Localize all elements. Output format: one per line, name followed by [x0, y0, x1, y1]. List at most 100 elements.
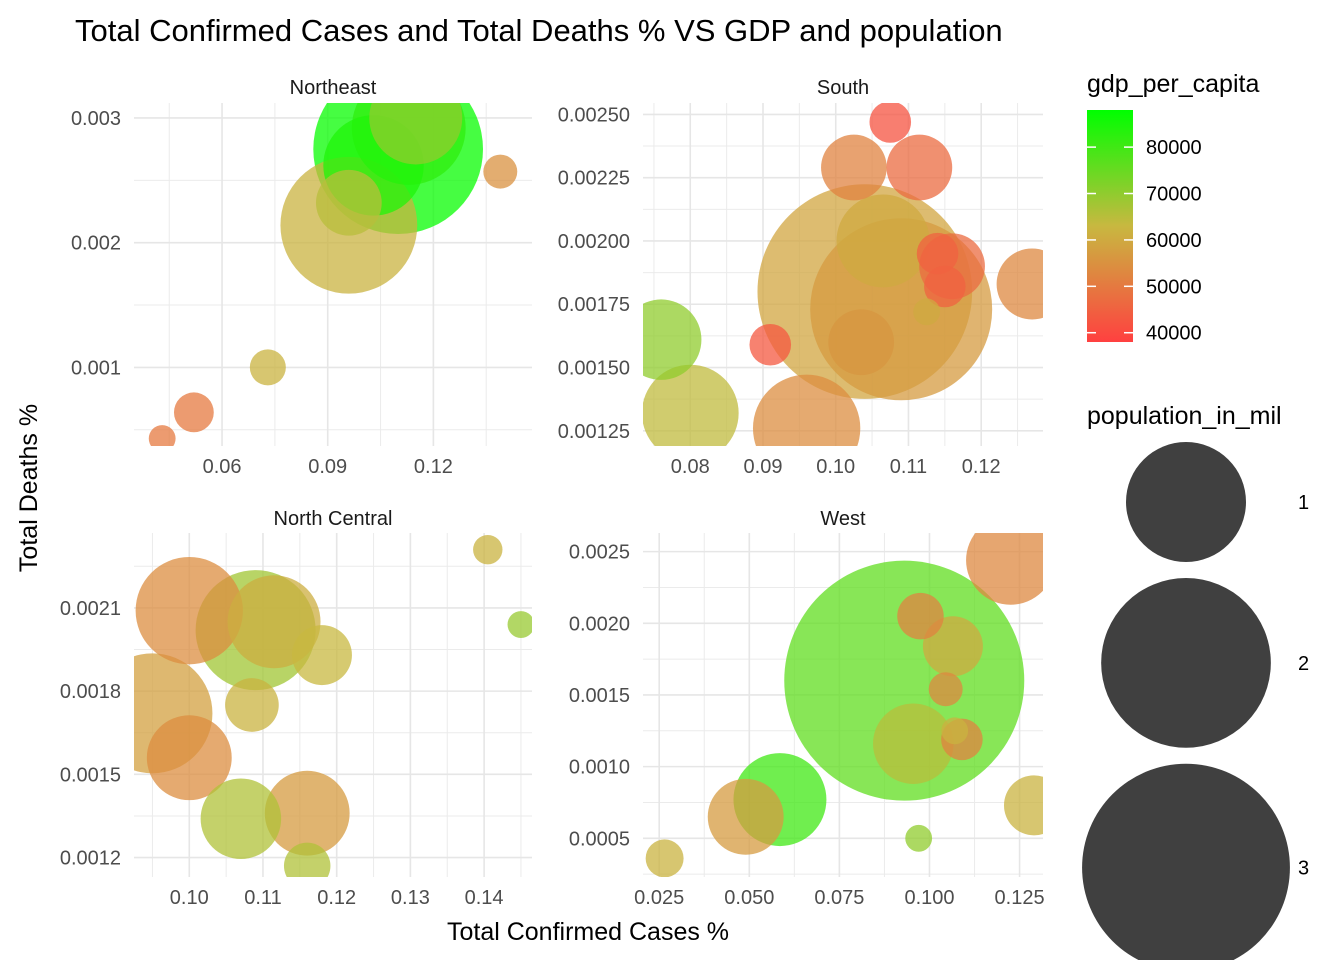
facet-strip-label: West	[820, 508, 866, 530]
y-tick-label: 0.0018	[60, 681, 121, 703]
y-axis-title: Total Deaths %	[15, 404, 43, 572]
color-legend-label: 70000	[1146, 184, 1202, 206]
size-legend: population_in_mil 1 2 3	[1082, 402, 1309, 965]
y-tick-label: 0.003	[71, 108, 121, 130]
y-tick-label: 0.0021	[60, 598, 121, 620]
bubble	[707, 778, 784, 855]
bubble	[966, 533, 1043, 605]
y-tick-label: 0.0025	[569, 542, 630, 564]
x-tick-label: 0.100	[904, 887, 954, 909]
y-tick-label: 0.00175	[558, 294, 630, 316]
size-legend-title: population_in_mil	[1087, 402, 1282, 430]
bubble	[869, 103, 912, 143]
bubble	[249, 349, 286, 386]
x-tick-label: 0.08	[671, 456, 710, 478]
bubble	[886, 134, 953, 201]
x-tick-label: 0.125	[995, 887, 1045, 909]
bubble	[836, 194, 930, 288]
y-tick-label: 0.0015	[60, 764, 121, 786]
bubble	[291, 625, 352, 686]
y-tick-label: 0.0012	[60, 848, 121, 870]
bubble	[941, 717, 969, 745]
y-tick-label: 0.00225	[558, 168, 630, 190]
x-tick-label: 0.10	[170, 887, 209, 909]
bubble	[749, 323, 792, 366]
facet-panel: 0.025 0.050 0.075 0.100 0.125 0.0005 0.0010 0.0…	[569, 508, 1045, 909]
bubble	[905, 824, 933, 852]
x-tick-label: 0.14	[465, 887, 504, 909]
x-tick-label: 0.09	[744, 456, 783, 478]
y-tick-label: 0.00250	[558, 104, 630, 126]
x-tick-label: 0.12	[317, 887, 356, 909]
bubble	[507, 611, 532, 638]
bubble	[369, 103, 463, 165]
bubble	[315, 169, 382, 236]
facet-panel: 0.10 0.11 0.12 0.13 0.14 0.0012 0.0015 0.0018 0.…	[60, 508, 532, 909]
bubble	[924, 265, 966, 308]
bubble	[173, 392, 214, 433]
bubble	[283, 842, 331, 877]
y-tick-label: 0.0005	[569, 828, 630, 850]
bubble	[897, 592, 944, 640]
bubble	[821, 134, 887, 201]
bubble	[928, 672, 963, 707]
size-legend-circle	[1126, 442, 1246, 562]
color-legend: gdp_per_capita 80000 70000 60000 50000 40000	[1087, 70, 1259, 345]
bubble	[873, 703, 954, 784]
bubble	[643, 364, 739, 446]
facet-panel: 0.06 0.09 0.12 0.001 0.002 0.003 Northeast	[71, 77, 532, 478]
bubble	[645, 839, 684, 877]
y-tick-label: 0.001	[71, 357, 121, 379]
y-tick-label: 0.002	[71, 233, 121, 255]
size-legend-label: 3	[1298, 858, 1309, 880]
x-tick-label: 0.11	[244, 887, 281, 909]
x-tick-label: 0.050	[724, 887, 774, 909]
color-bar	[1087, 110, 1133, 342]
x-tick-label: 0.10	[816, 456, 855, 478]
bubble	[643, 299, 702, 380]
x-tick-label: 0.025	[634, 887, 684, 909]
size-legend-label: 1	[1298, 492, 1309, 514]
y-tick-label: 0.00150	[558, 358, 630, 380]
bubble	[828, 309, 895, 376]
x-tick-label: 0.12	[414, 456, 453, 478]
y-tick-label: 0.0020	[569, 613, 630, 635]
facet-strip-label: Northeast	[290, 77, 377, 99]
color-legend-label: 60000	[1146, 230, 1202, 252]
bubble	[473, 534, 503, 565]
y-tick-label: 0.0015	[569, 685, 630, 707]
x-axis-title: Total Confirmed Cases %	[447, 918, 729, 946]
size-legend-circle	[1082, 763, 1290, 965]
color-legend-label: 40000	[1146, 323, 1202, 345]
x-tick-label: 0.12	[962, 456, 1001, 478]
x-tick-label: 0.06	[203, 456, 242, 478]
chart-title: Total Confirmed Cases and Total Deaths %…	[75, 13, 1003, 48]
bubble	[135, 557, 243, 665]
bubble	[200, 778, 282, 859]
x-tick-label: 0.11	[890, 456, 927, 478]
facet-panels: 0.06 0.09 0.12 0.001 0.002 0.003 Northeast 0.08…	[60, 77, 1045, 909]
facet-strip-label: South	[817, 77, 869, 99]
bubble	[752, 374, 861, 446]
bubble	[996, 248, 1043, 320]
bubble	[1004, 775, 1043, 836]
bubble	[264, 770, 350, 856]
x-tick-label: 0.075	[814, 887, 864, 909]
y-tick-label: 0.00200	[558, 231, 630, 253]
color-legend-title: gdp_per_capita	[1087, 70, 1259, 98]
y-tick-label: 0.00125	[558, 421, 630, 443]
bubble	[148, 425, 176, 446]
color-legend-label: 80000	[1146, 137, 1202, 159]
x-tick-label: 0.13	[391, 887, 430, 909]
bubble	[483, 154, 518, 189]
bubble	[913, 298, 941, 326]
facet-strip-label: North Central	[274, 508, 393, 530]
bubble	[916, 232, 959, 275]
bubble	[146, 715, 232, 801]
x-tick-label: 0.09	[308, 456, 347, 478]
color-legend-label: 50000	[1146, 276, 1202, 298]
y-tick-label: 0.0010	[569, 757, 630, 779]
bubble	[225, 678, 279, 732]
size-legend-label: 2	[1298, 653, 1309, 675]
